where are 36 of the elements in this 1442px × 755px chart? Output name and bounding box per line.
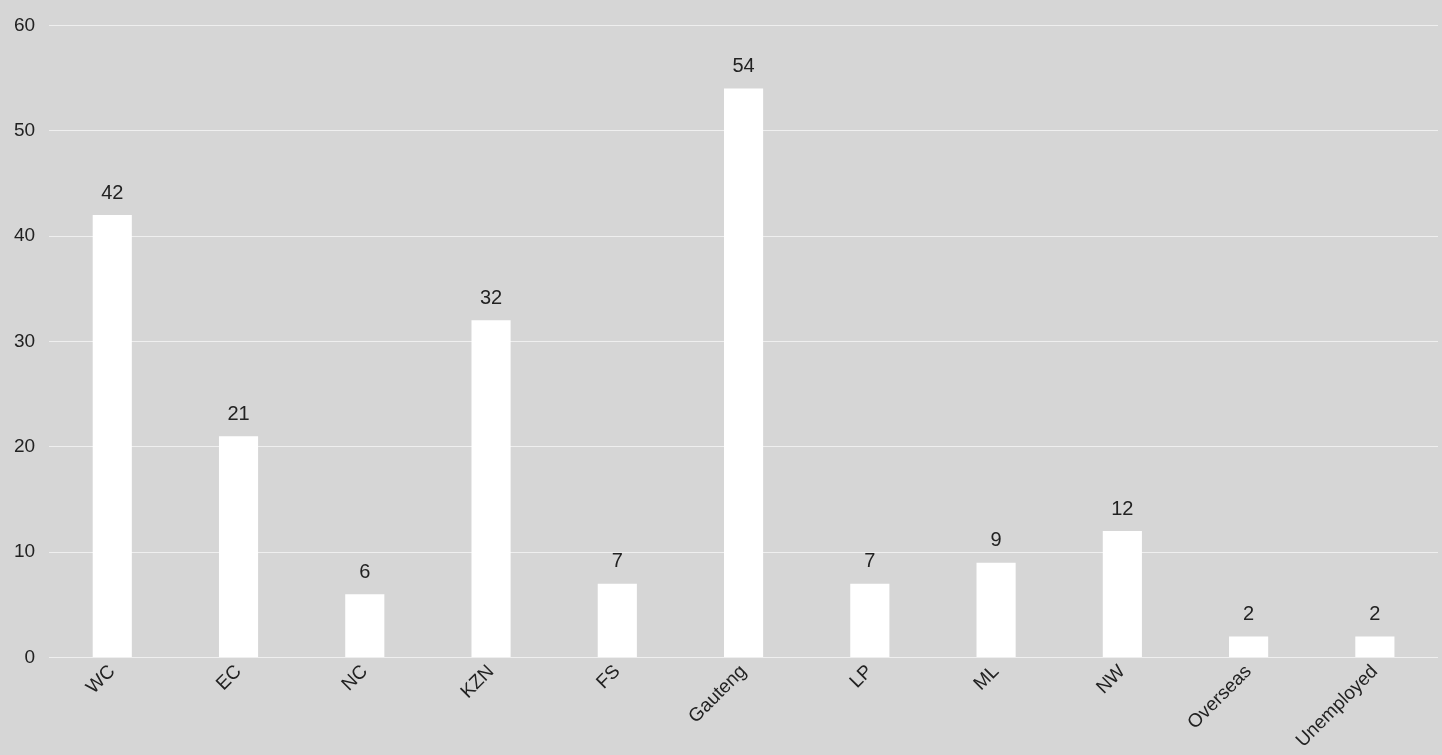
data-label: 42	[101, 180, 124, 203]
data-label: 9	[990, 528, 1002, 551]
data-label: 54	[732, 54, 755, 77]
y-tick-label: 60	[13, 13, 36, 35]
data-label: 7	[864, 549, 876, 572]
data-label: 7	[611, 549, 623, 572]
x-tick-label: WC	[81, 660, 119, 698]
y-tick-label: 40	[13, 224, 36, 246]
y-tick-label: 50	[13, 118, 36, 140]
bar	[1355, 636, 1395, 657]
x-tick-label: FS	[591, 660, 624, 693]
data-label: 2	[1243, 601, 1255, 624]
y-tick-label: 10	[13, 540, 36, 562]
x-tick-label: NC	[337, 660, 372, 695]
bar	[976, 562, 1016, 657]
data-label: 21	[227, 401, 250, 424]
bar	[92, 215, 132, 657]
bar	[345, 594, 385, 657]
bar	[1229, 636, 1269, 657]
y-tick-label: 0	[24, 645, 36, 667]
data-label: 6	[359, 559, 371, 582]
data-label: 2	[1369, 601, 1381, 624]
bar	[850, 583, 890, 657]
bar	[471, 320, 511, 657]
bar	[1102, 531, 1142, 657]
data-label: 12	[1111, 496, 1134, 519]
y-tick-label: 20	[13, 435, 36, 456]
x-tick-label: ML	[969, 660, 1003, 694]
x-tick-label: LP	[845, 660, 877, 692]
bar	[218, 436, 259, 657]
x-tick-label: NW	[1091, 660, 1129, 698]
data-label: 32	[479, 285, 503, 308]
x-tick-label: EC	[211, 660, 246, 694]
y-tick-label: 30	[13, 329, 36, 351]
bar	[724, 88, 764, 657]
bar	[597, 583, 637, 657]
